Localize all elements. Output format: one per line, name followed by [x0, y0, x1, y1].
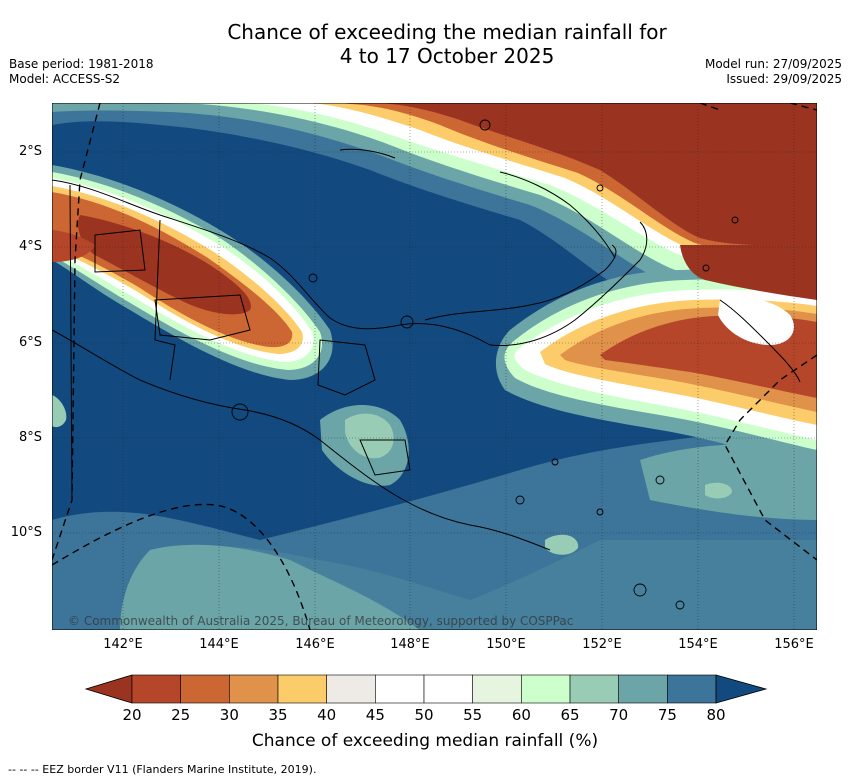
meta-left: Base period: 1981-2018 Model: ACCESS-S2 [9, 57, 154, 87]
colorbar-tick-label: 45 [365, 706, 385, 724]
coast-new-britain [424, 244, 617, 321]
colorbar-segment [180, 674, 230, 704]
lat-label-8s: 8°S [18, 430, 42, 445]
contour-ne-fill [680, 245, 817, 300]
colorbar-segment [521, 674, 571, 704]
coastlines [52, 148, 801, 551]
model-run: Model run: 27/09/2025 [704, 57, 842, 71]
lon-label-144e: 144°E [199, 637, 239, 652]
coast-province-4 [359, 439, 411, 476]
colorbar-tick-label: 60 [511, 706, 531, 724]
title-line-2: 4 to 17 October 2025 [339, 44, 555, 68]
colorbar-segment [569, 674, 620, 704]
contour-west-strip [52, 230, 95, 262]
contour-central-green [345, 413, 394, 459]
coast-province-1 [94, 229, 146, 273]
colorbar [84, 674, 768, 704]
coast-new-ireland [499, 171, 616, 259]
copyright-notice: © Commonwealth of Australia 2025, Bureau… [68, 614, 574, 628]
base-period: Base period: 1981-2018 [9, 57, 154, 71]
colorbar-tick-label: 20 [122, 706, 142, 724]
lon-label-154e: 154°E [678, 637, 718, 652]
lon-label-150e: 150°E [486, 637, 526, 652]
lon-label-152e: 152°E [582, 637, 622, 652]
map-canvas [52, 103, 817, 630]
contour-east-white-patch [718, 296, 794, 345]
colorbar-segment [326, 674, 376, 704]
lat-label-2s: 2°S [18, 144, 42, 159]
contour-se-green-patch [545, 534, 579, 555]
coast-province-2 [154, 294, 251, 341]
coast-png-border-north [69, 184, 73, 501]
colorbar-segment [375, 674, 425, 704]
map-title: Chance of exceeding the median rainfall … [150, 20, 744, 68]
lat-label-10s: 10°S [10, 525, 42, 540]
colorbar-segment [472, 674, 522, 704]
lon-label-156e: 156°E [774, 637, 814, 652]
lat-label-6s: 6°S [18, 335, 42, 350]
meta-right: Model run: 27/09/2025 Issued: 29/09/2025 [705, 57, 842, 87]
lon-label-146e: 146°E [295, 637, 335, 652]
contour-north-dark [380, 103, 817, 246]
contour-southwest-teal [120, 544, 420, 630]
coast-border-east [154, 219, 176, 381]
issued-date: Issued: 29/09/2025 [726, 72, 842, 86]
colorbar-tick-label: 50 [414, 706, 434, 724]
colorbar-segment [277, 674, 327, 704]
lon-label-142e: 142°E [103, 637, 143, 652]
colorbar-high-extend [715, 674, 768, 704]
colorbar-segment [618, 674, 668, 704]
model-name: Model: ACCESS-S2 [9, 72, 121, 86]
contour-se-teal [640, 440, 817, 520]
title-line-1: Chance of exceeding the median rainfall … [227, 20, 667, 44]
colorbar-segment [667, 674, 717, 704]
colorbar-tick-label: 40 [317, 706, 337, 724]
colorbar-tick-label: 35 [268, 706, 288, 724]
colorbar-segment [229, 674, 279, 704]
colorbar-segment [423, 674, 473, 704]
colorbar-tick-label: 30 [219, 706, 239, 724]
colorbar-tick-label: 55 [463, 706, 483, 724]
contour-west-edge-green [52, 395, 67, 428]
colorbar-tick-label: 70 [609, 706, 629, 724]
colorbar-low-extend [84, 674, 133, 704]
coast-new-guinea-north [52, 179, 648, 347]
colorbar-tick-label: 80 [706, 706, 726, 724]
eez-legend: -- -- -- EEZ border V11 (Flanders Marine… [8, 763, 317, 776]
lon-label-148e: 148°E [390, 637, 430, 652]
colorbar-tick-label: 75 [657, 706, 677, 724]
contour-east-green-patch [705, 482, 732, 499]
colorbar-title: Chance of exceeding median rainfall (%) [251, 731, 599, 751]
graticule [52, 103, 817, 630]
coast-province-3 [317, 339, 376, 396]
coast-manus [339, 148, 396, 159]
lat-label-4s: 4°S [18, 239, 42, 254]
colorbar-segment [131, 674, 181, 704]
islands [231, 119, 739, 610]
contour-west-dark [78, 215, 251, 315]
coast-new-guinea-south [52, 329, 551, 551]
colorbar-tick-label: 25 [171, 706, 191, 724]
colorbar-tick-label: 65 [560, 706, 580, 724]
eez-borders [52, 103, 817, 630]
